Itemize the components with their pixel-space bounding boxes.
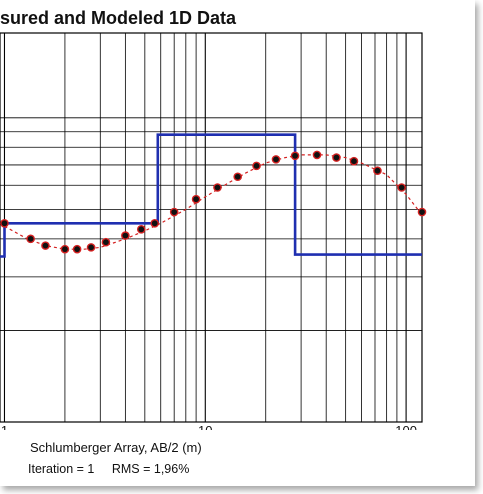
- measured-point: [373, 166, 382, 176]
- status-bar: Iteration = 1 RMS = 1,96%: [28, 462, 203, 476]
- measured-point: [0, 218, 9, 228]
- measured-point: [191, 194, 201, 204]
- measured-point: [312, 150, 322, 160]
- measured-point: [233, 172, 242, 182]
- measured-point: [417, 207, 427, 217]
- measured-point: [169, 207, 179, 217]
- chart-plot: 1 10 100: [0, 32, 427, 430]
- measured-point: [252, 161, 261, 171]
- measured-points-group: [0, 150, 427, 254]
- measured-point: [86, 243, 96, 252]
- measured-point: [41, 241, 50, 250]
- measured-point: [60, 244, 70, 254]
- x-tick-label: 10: [198, 423, 212, 430]
- measured-point: [397, 183, 406, 192]
- measured-point: [101, 237, 111, 247]
- measured-point: [290, 151, 300, 161]
- iteration-readout: Iteration = 1: [28, 462, 95, 476]
- grid: [0, 33, 422, 423]
- x-tick-labels: 1 10 100: [1, 423, 417, 430]
- measured-point: [213, 183, 222, 192]
- model-layer-group: [0, 133, 422, 258]
- measured-point: [332, 153, 341, 162]
- plot-frame: [0, 32, 423, 423]
- measured-point: [136, 224, 146, 234]
- measured-point: [121, 231, 130, 240]
- x-tick-label: 1: [1, 423, 8, 430]
- measured-point: [26, 234, 35, 244]
- model-layer-line: [0, 133, 422, 258]
- chart-title: sured and Modeled 1D Data: [0, 8, 237, 28]
- plot-border: [0, 32, 423, 423]
- x-tick-label: 100: [395, 423, 417, 430]
- chart-window: sured and Modeled 1D Data 1 10 100 Schlumb…: [0, 8, 427, 476]
- calculated-curve-line: [4, 154, 423, 250]
- measured-point: [72, 244, 82, 254]
- x-axis-label: Schlumberger Array, AB/2 (m): [30, 440, 202, 455]
- measured-point: [271, 155, 281, 164]
- calculated-curve-group: [4, 154, 423, 250]
- measured-point: [150, 218, 160, 228]
- rms-readout: RMS = 1,96%: [111, 462, 190, 476]
- measured-point: [349, 156, 359, 166]
